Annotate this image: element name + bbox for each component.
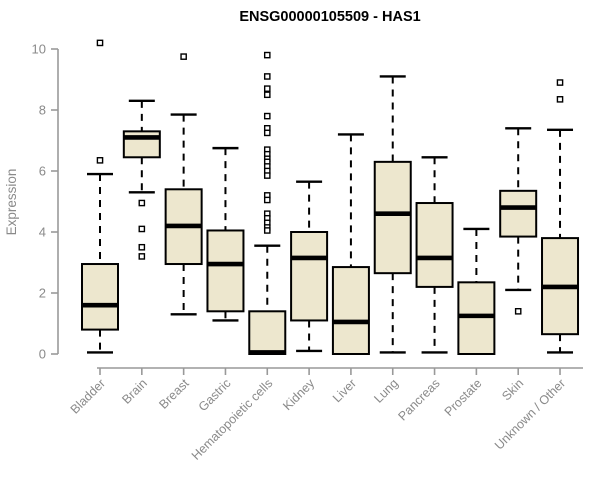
outlier-point — [556, 79, 564, 86]
iqr-box — [415, 202, 454, 288]
box-group — [81, 39, 119, 354]
box-group — [122, 99, 161, 260]
outlier-point — [263, 172, 271, 179]
outlier-point — [138, 243, 146, 251]
x-category-label: Brain — [119, 376, 150, 407]
outlier-point — [263, 73, 271, 80]
x-category-label: Breast — [156, 376, 192, 412]
x-category-label: Pancreas — [395, 376, 442, 423]
outlier-point — [138, 225, 146, 233]
box-group — [164, 53, 203, 316]
iqr-box — [206, 229, 245, 313]
x-category-label: Prostate — [442, 376, 485, 419]
iqr-box — [290, 231, 329, 322]
outlier-point — [96, 157, 104, 164]
boxes-group — [81, 39, 580, 356]
outlier-point — [263, 112, 271, 120]
x-category-label: Kidney — [280, 376, 317, 413]
y-tick-label: 0 — [39, 347, 46, 362]
x-category-label: Gastric — [196, 376, 234, 414]
box-group — [290, 180, 329, 353]
outlier-point — [263, 85, 271, 92]
box-group — [206, 146, 245, 322]
x-category-label: Bladder — [68, 376, 108, 416]
box-group — [541, 79, 580, 354]
chart-title: ENSG00000105509 - HAS1 — [239, 9, 420, 25]
box-group — [331, 133, 370, 356]
x-category-label: Hematopoietic cells — [189, 376, 276, 463]
outlier-point — [96, 39, 104, 47]
outlier-point — [263, 51, 271, 59]
outlier-point — [263, 91, 271, 99]
box-group — [457, 227, 496, 356]
y-tick-label: 6 — [39, 164, 46, 179]
outlier-point — [263, 129, 271, 137]
outlier-point — [180, 53, 187, 60]
outlier-point — [263, 196, 271, 204]
outlier-point — [138, 199, 146, 207]
y-axis-label: Expression — [4, 169, 19, 236]
outlier-point — [138, 253, 146, 260]
x-category-label: Lung — [371, 376, 401, 406]
x-category-label: Skin — [499, 376, 526, 403]
box-group — [248, 51, 287, 355]
y-tick-label: 2 — [39, 286, 46, 301]
iqr-box — [373, 160, 412, 275]
box-group — [499, 127, 538, 315]
y-tick-label: 4 — [39, 225, 46, 240]
y-tick-label: 10 — [32, 42, 46, 57]
y-tick-label: 8 — [39, 103, 46, 118]
iqr-box — [499, 189, 538, 238]
outlier-point — [514, 308, 522, 315]
iqr-box — [331, 266, 370, 356]
iqr-box — [81, 263, 119, 331]
box-group — [415, 156, 454, 354]
iqr-box — [248, 310, 287, 355]
x-category-label: Unknown / Other — [492, 376, 568, 452]
x-category-label: Liver — [330, 376, 359, 405]
box-group — [373, 75, 412, 354]
outlier-point — [556, 96, 564, 103]
outlier-point — [263, 227, 271, 234]
